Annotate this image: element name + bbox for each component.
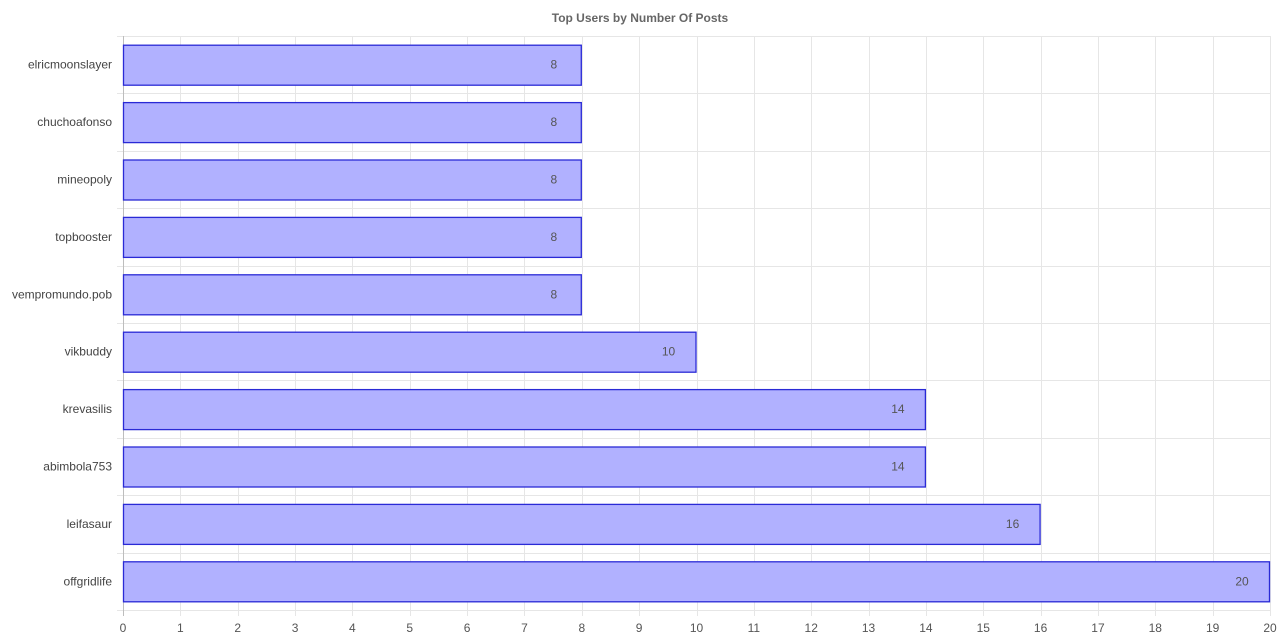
category-label: chuchoafonso [37, 115, 112, 129]
bar-value-label: 8 [550, 287, 557, 301]
bar [122, 331, 697, 373]
bar-value-label: 8 [550, 230, 557, 244]
bar [122, 503, 1041, 546]
bar [122, 101, 582, 144]
data-labels: 8 8 8 8 8 10 14 14 16 20 [550, 58, 1249, 589]
x-tick-label: 14 [919, 621, 933, 635]
category-label: elricmoonslayer [28, 58, 112, 72]
bar-value-label: 8 [550, 173, 557, 187]
x-tick-label: 4 [349, 621, 356, 635]
category-label: leifasaur [67, 517, 112, 531]
chart-title: Top Users by Number Of Posts [552, 11, 729, 25]
category-label: krevasilis [63, 402, 112, 416]
bar [122, 159, 582, 201]
bars [122, 44, 1271, 603]
x-axis-ticks: 0 1 2 3 4 5 6 7 8 9 10 11 12 13 14 15 16 17 18 19 20 [120, 621, 1277, 635]
x-tick-label: 18 [1149, 621, 1163, 635]
category-label: vempromundo.pob [12, 287, 112, 301]
bar [122, 274, 582, 316]
x-tick-label: 2 [234, 621, 241, 635]
x-tick-label: 20 [1263, 621, 1277, 635]
bar-value-label: 14 [891, 460, 905, 474]
bar [122, 388, 927, 431]
bar-value-label: 20 [1235, 574, 1249, 588]
bar-value-label: 8 [550, 58, 557, 72]
category-label: vikbuddy [65, 345, 112, 359]
x-tick-label: 16 [1034, 621, 1048, 635]
bar [122, 446, 927, 488]
x-tick-label: 5 [406, 621, 413, 635]
category-label: topbooster [55, 230, 112, 244]
bar [122, 216, 582, 259]
x-tick-label: 7 [521, 621, 528, 635]
bar [122, 561, 1271, 603]
x-tick-label: 15 [977, 621, 991, 635]
bar [122, 44, 582, 86]
x-tick-label: 19 [1206, 621, 1220, 635]
bar-value-label: 10 [662, 345, 676, 359]
x-tick-label: 9 [636, 621, 643, 635]
x-tick-label: 10 [690, 621, 704, 635]
category-labels: elricmoonslayer chuchoafonso mineopoly topb… [12, 58, 112, 589]
x-tick-label: 6 [464, 621, 471, 635]
bar-value-label: 8 [550, 115, 557, 129]
x-tick-label: 3 [292, 621, 299, 635]
bar-value-label: 16 [1006, 517, 1020, 531]
x-tick-label: 12 [805, 621, 819, 635]
x-tick-label: 13 [862, 621, 876, 635]
x-tick-label: 17 [1091, 621, 1105, 635]
x-tick-label: 11 [748, 621, 761, 635]
x-tick-label: 0 [120, 621, 127, 635]
x-tick-label: 8 [578, 621, 585, 635]
category-label: abimbola753 [43, 460, 112, 474]
category-label: offgridlife [64, 574, 113, 588]
x-tick-label: 1 [177, 621, 184, 635]
category-label: mineopoly [57, 173, 112, 187]
bar-value-label: 14 [891, 402, 905, 416]
